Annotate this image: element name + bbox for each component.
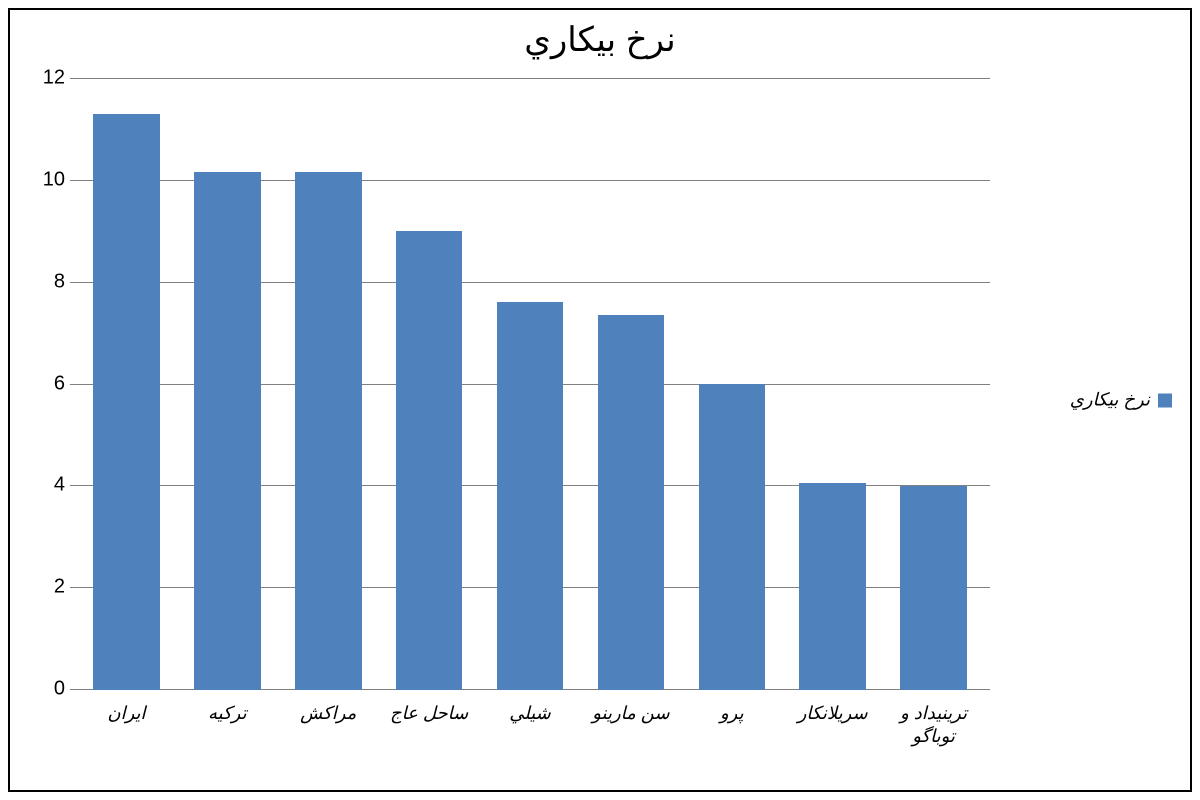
x-tick-label: ايران [76, 702, 177, 790]
bar-slot [580, 78, 681, 690]
y-tick-label: 0 [25, 678, 65, 701]
legend-swatch [1158, 393, 1172, 407]
y-tick-label: 12 [25, 67, 65, 90]
x-axis-labels: ايرانتركيهمراكشساحل عاجشيليسن مارينوپروس… [70, 694, 990, 790]
bar [799, 483, 866, 690]
y-tick-label: 6 [25, 372, 65, 395]
bar-slot [177, 78, 278, 690]
bar [396, 231, 463, 690]
bars-container [70, 78, 990, 690]
x-tick-label: تركيه [177, 702, 278, 790]
y-tick-label: 2 [25, 576, 65, 599]
bar [699, 384, 766, 690]
x-tick-label: ترينيداد و توباگو [883, 702, 984, 790]
bar [900, 486, 967, 690]
bar-slot [480, 78, 581, 690]
bar [598, 315, 665, 690]
legend-label: نرخ بيكاري [1070, 390, 1150, 411]
bar-slot [379, 78, 480, 690]
x-tick-label: پرو [681, 702, 782, 790]
x-tick-label: سن مارينو [580, 702, 681, 790]
bar-slot [883, 78, 984, 690]
x-tick-label: ساحل عاج [379, 702, 480, 790]
bar [194, 172, 261, 690]
bar-slot [278, 78, 379, 690]
bar [93, 114, 160, 690]
bar-slot [681, 78, 782, 690]
bar-slot [782, 78, 883, 690]
x-tick-label: شيلي [480, 702, 581, 790]
plot-container: 024681012 [70, 78, 990, 690]
x-tick-label: سريلانكار [782, 702, 883, 790]
y-tick-label: 4 [25, 474, 65, 497]
x-tick-label: مراكش [278, 702, 379, 790]
y-tick-label: 8 [25, 270, 65, 293]
bar-slot [76, 78, 177, 690]
legend: نرخ بيكاري [1070, 390, 1172, 411]
bar [497, 302, 564, 690]
bar [295, 172, 362, 690]
y-tick-label: 10 [25, 168, 65, 191]
chart-frame: نرخ بيكاري 024681012 ايرانتركيهمراكشساحل… [8, 8, 1192, 792]
chart-title: نرخ بيكاري [10, 10, 1190, 66]
